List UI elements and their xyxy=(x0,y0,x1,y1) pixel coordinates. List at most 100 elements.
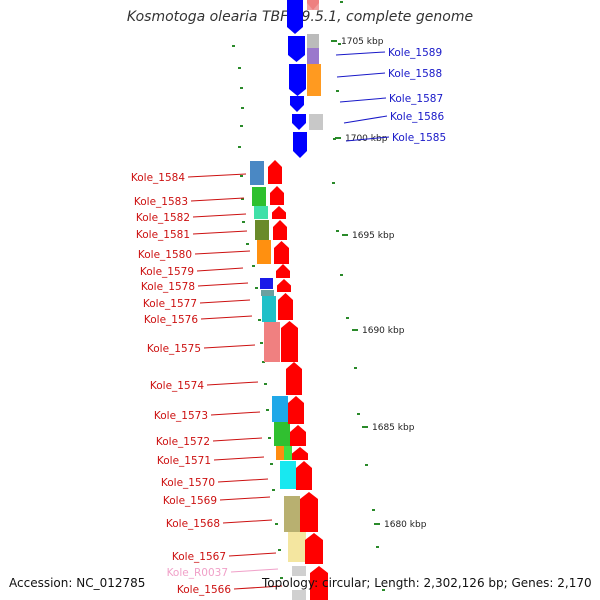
gene-leader-line xyxy=(219,496,271,501)
cog-layer xyxy=(250,0,323,600)
gene-label-forward: Kole_1577 xyxy=(143,298,197,310)
gene-leader-line xyxy=(343,115,388,124)
cds-arrow-forward xyxy=(274,241,289,264)
cds-arrow-forward xyxy=(278,293,293,320)
gene-label-forward: Kole_1583 xyxy=(134,196,188,208)
gene-leader-line xyxy=(217,478,269,483)
cog-block xyxy=(262,296,276,322)
gene-leader-line xyxy=(197,282,249,287)
gene-label-forward: Kole_1571 xyxy=(157,455,211,467)
gene-label-forward: Kole_1582 xyxy=(136,212,190,224)
gene-leader-line xyxy=(233,585,283,590)
gene-label-forward: Kole_1584 xyxy=(131,172,185,184)
cds-arrow-forward xyxy=(270,186,284,205)
gene-leader-line xyxy=(196,267,244,272)
gene-label-forward: Kole_1580 xyxy=(138,249,192,261)
gene-leader-line xyxy=(222,519,273,524)
cog-block xyxy=(276,446,284,460)
gene-label-forward: Kole_1574 xyxy=(150,380,204,392)
gene-label-reverse: Kole_1589 xyxy=(388,47,442,59)
gene-label-reverse: Kole_1587 xyxy=(389,93,443,105)
cds-arrow-forward xyxy=(290,425,306,446)
cog-block xyxy=(292,566,306,576)
gene-label-rna: Kole_R0037 xyxy=(167,567,228,579)
gene-label-forward: Kole_1568 xyxy=(166,518,220,530)
gene-leader-line xyxy=(199,299,251,304)
scale-label: 1705 kbp xyxy=(341,37,384,47)
cog-block xyxy=(264,322,280,362)
gene-label-forward: Kole_1581 xyxy=(136,229,190,241)
cog-block xyxy=(274,422,290,446)
cog-block xyxy=(272,396,288,422)
gene-label-forward: Kole_1572 xyxy=(156,436,210,448)
cds-arrow-reverse xyxy=(290,96,304,112)
gene-label-forward: Kole_1575 xyxy=(147,343,201,355)
cog-block xyxy=(307,34,319,48)
gene-leader-line xyxy=(213,456,265,461)
cog-block xyxy=(284,496,300,532)
cds-arrow-reverse xyxy=(289,64,306,96)
cog-block xyxy=(261,290,274,296)
gene-label-reverse: Kole_1588 xyxy=(388,68,442,80)
cds-arrow-forward xyxy=(305,533,323,564)
gene-label-forward: Kole_1579 xyxy=(140,266,194,278)
gene-leader-line xyxy=(212,437,263,442)
cds-arrow-forward xyxy=(286,362,302,395)
gene-leader-line xyxy=(200,315,253,320)
gene-label-forward: Kole_1573 xyxy=(154,410,208,422)
gene-leader-line xyxy=(335,51,386,56)
cds-arrow-forward xyxy=(268,160,282,184)
cds-arrow-reverse xyxy=(287,0,303,34)
cds-arrow-forward xyxy=(300,492,318,532)
cds-arrow-forward xyxy=(296,461,312,490)
cog-block xyxy=(307,48,319,64)
gene-leader-line xyxy=(187,173,247,178)
gene-label-forward: Kole_1569 xyxy=(163,495,217,507)
gene-leader-line xyxy=(228,552,277,557)
cog-block xyxy=(255,220,269,240)
gene-label-forward: Kole_1576 xyxy=(144,314,198,326)
gene-leader-line xyxy=(345,136,390,142)
gene-label-forward: Kole_1570 xyxy=(161,477,215,489)
cog-block xyxy=(309,114,323,130)
label-layer: Kole_1589 Kole_1588 Kole_1587 Kole_1586 Kole… xyxy=(131,47,446,596)
cog-block xyxy=(254,206,268,219)
cds-arrow-forward xyxy=(288,396,304,424)
cog-block xyxy=(284,446,292,460)
cds-layer xyxy=(268,0,328,600)
cog-block xyxy=(250,161,264,185)
gene-label-reverse: Kole_1585 xyxy=(392,132,446,144)
cds-arrow-forward xyxy=(310,566,328,600)
scale-label: 1685 kbp xyxy=(372,423,415,433)
gene-leader-line xyxy=(339,97,387,103)
gene-leader-line xyxy=(192,230,248,235)
cog-block xyxy=(252,187,266,206)
gene-leader-line xyxy=(336,72,386,78)
scale-label: 1695 kbp xyxy=(352,231,395,241)
cds-arrow-forward xyxy=(273,220,287,240)
cds-arrow-reverse xyxy=(292,114,306,130)
cds-arrow-reverse xyxy=(307,0,319,10)
gene-label-forward: Kole_1567 xyxy=(172,551,226,563)
gene-leader-line xyxy=(194,250,251,255)
cds-arrow-forward xyxy=(272,206,286,219)
gene-leader-line xyxy=(206,381,259,386)
gene-leader-line xyxy=(190,197,245,202)
cds-arrow-forward xyxy=(281,321,298,362)
gene-leader-line xyxy=(230,568,279,573)
gene-leader-line xyxy=(210,411,261,416)
cog-block xyxy=(288,532,306,562)
cog-block xyxy=(292,590,306,600)
scale-label: 1690 kbp xyxy=(362,326,405,336)
cds-arrow-forward xyxy=(276,264,290,278)
cds-arrow-forward xyxy=(277,279,291,292)
cds-arrow-reverse xyxy=(288,36,305,62)
cog-block xyxy=(260,278,273,289)
cog-block xyxy=(257,240,271,264)
cog-block xyxy=(280,461,296,489)
accession-text: Accession: NC_012785 xyxy=(9,576,146,590)
cds-arrow-reverse xyxy=(293,132,307,158)
scale-label: 1680 kbp xyxy=(384,520,427,530)
